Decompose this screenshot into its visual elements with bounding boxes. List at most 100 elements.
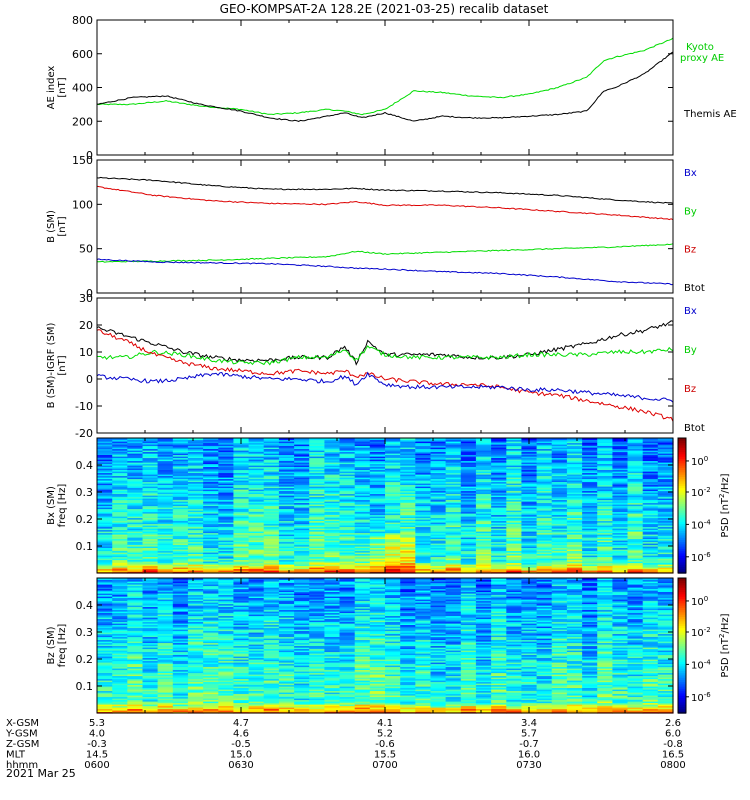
spectrogram-cell: [142, 546, 159, 549]
spectrogram-cell: [263, 475, 280, 478]
spectrogram-cell: [627, 450, 644, 453]
spectrogram-cell: [142, 538, 159, 541]
spectrogram-cell: [97, 498, 113, 501]
spectrogram-cell: [491, 493, 507, 496]
spectrogram-cell: [369, 526, 386, 529]
spectrogram-cell: [400, 519, 416, 522]
spectrogram-cell: [627, 559, 644, 562]
spectrogram-cell: [187, 511, 204, 514]
spectrogram-cell: [521, 507, 538, 510]
spectrogram-cell: [112, 525, 128, 528]
spectrogram-cell: [460, 513, 477, 516]
spectrogram-cell: [657, 705, 674, 708]
spectrogram-cell: [187, 448, 204, 451]
spectrogram-cell: [127, 681, 144, 684]
spectrogram-cell: [627, 552, 644, 555]
spectrogram-cell: [460, 550, 477, 553]
spectrogram-cell: [521, 687, 538, 690]
spectrogram-cell: [475, 510, 492, 513]
spectrogram-cell: [127, 511, 144, 514]
spectrogram-cell: [521, 690, 538, 693]
spectrogram-cell: [309, 526, 325, 529]
spectrogram-cell: [460, 705, 477, 708]
spectrogram-cell: [400, 693, 416, 696]
spectrogram-cell: [506, 498, 523, 501]
spectrogram-cell: [506, 663, 523, 666]
spectrogram-cell: [460, 442, 477, 445]
spectrogram-cell: [203, 683, 219, 686]
spectrogram-cell: [627, 693, 644, 696]
spectrogram-cell: [309, 513, 325, 516]
spectrogram-cell: [657, 462, 674, 465]
spectrogram-cell: [187, 528, 204, 531]
spectrogram-cell: [309, 540, 325, 543]
spectrogram-cell: [491, 702, 507, 705]
spectrogram-cell: [612, 540, 629, 543]
spectrogram-cell: [597, 561, 613, 564]
spectrogram-cell: [278, 695, 295, 698]
spectrogram-cell: [172, 495, 189, 498]
spectrogram-cell: [248, 534, 265, 537]
spectrogram-cell: [309, 690, 325, 693]
spectrogram-cell: [354, 474, 371, 477]
spectrogram-cell: [263, 675, 280, 678]
spectrogram-cell: [521, 675, 538, 678]
spectrogram-cell: [369, 475, 386, 478]
spectrogram-cell: [172, 710, 189, 713]
spectrogram-cell: [97, 683, 113, 686]
spectrogram-cell: [415, 450, 432, 453]
spectrogram-cell: [127, 448, 144, 451]
spectrogram-cell: [597, 507, 613, 510]
spectrogram-cell: [294, 558, 310, 561]
spectrogram-cell: [430, 465, 447, 468]
spectrogram-cell: [657, 450, 674, 453]
spectrogram-cell: [233, 540, 250, 543]
spectrogram-cell: [233, 501, 250, 504]
spectrogram-cell: [142, 493, 159, 496]
spectrogram-cell: [203, 537, 219, 540]
spectrogram-cell: [248, 484, 265, 487]
spectrogram-cell: [294, 561, 310, 564]
spectrogram-cell: [385, 669, 401, 672]
spectrogram-cell: [112, 450, 128, 453]
spectrogram-cell: [157, 448, 174, 451]
spectrogram-cell: [233, 526, 250, 529]
spectrogram-cell: [415, 489, 432, 492]
spectrogram-cell: [521, 699, 538, 702]
spectrogram-cell: [627, 531, 644, 534]
spectrogram-cell: [582, 669, 598, 672]
spectrogram-cell: [233, 666, 250, 669]
spectrogram-cell: [657, 704, 674, 707]
spectrogram-cell: [218, 689, 235, 692]
spectrogram-cell: [294, 547, 310, 550]
spectrogram-cell: [385, 480, 401, 483]
spectrogram-cell: [187, 481, 204, 484]
spectrogram-cell: [97, 684, 113, 687]
spectrogram-cell: [612, 504, 629, 507]
spectrogram-cell: [278, 666, 295, 669]
spectrogram-cell: [566, 698, 583, 701]
spectrogram-cell: [309, 675, 325, 678]
spectrogram-cell: [233, 675, 250, 678]
spectrogram-cell: [324, 702, 341, 705]
spectrogram-cell: [203, 531, 219, 534]
spectrogram-cell: [460, 568, 477, 571]
spectrogram-cell: [491, 462, 507, 465]
spectrogram-cell: [385, 442, 401, 445]
spectrogram-cell: [142, 444, 159, 447]
spectrogram-cell: [339, 457, 356, 460]
spectrogram-cell: [582, 459, 598, 462]
spectrogram-cell: [385, 565, 401, 568]
spectrogram-cell: [187, 668, 204, 671]
y-tick-label: 20: [79, 319, 93, 332]
spectrogram-cell: [551, 537, 568, 540]
spectrogram-cell: [657, 442, 674, 445]
spectrogram-cell: [642, 484, 659, 487]
spectrogram-cell: [385, 520, 401, 523]
spectrogram-cell: [324, 535, 341, 538]
legend-entry: Btot: [684, 283, 705, 294]
spectrogram-cell: [294, 442, 310, 445]
spectrogram-cell: [460, 517, 477, 520]
spectrogram-cell: [203, 502, 219, 505]
